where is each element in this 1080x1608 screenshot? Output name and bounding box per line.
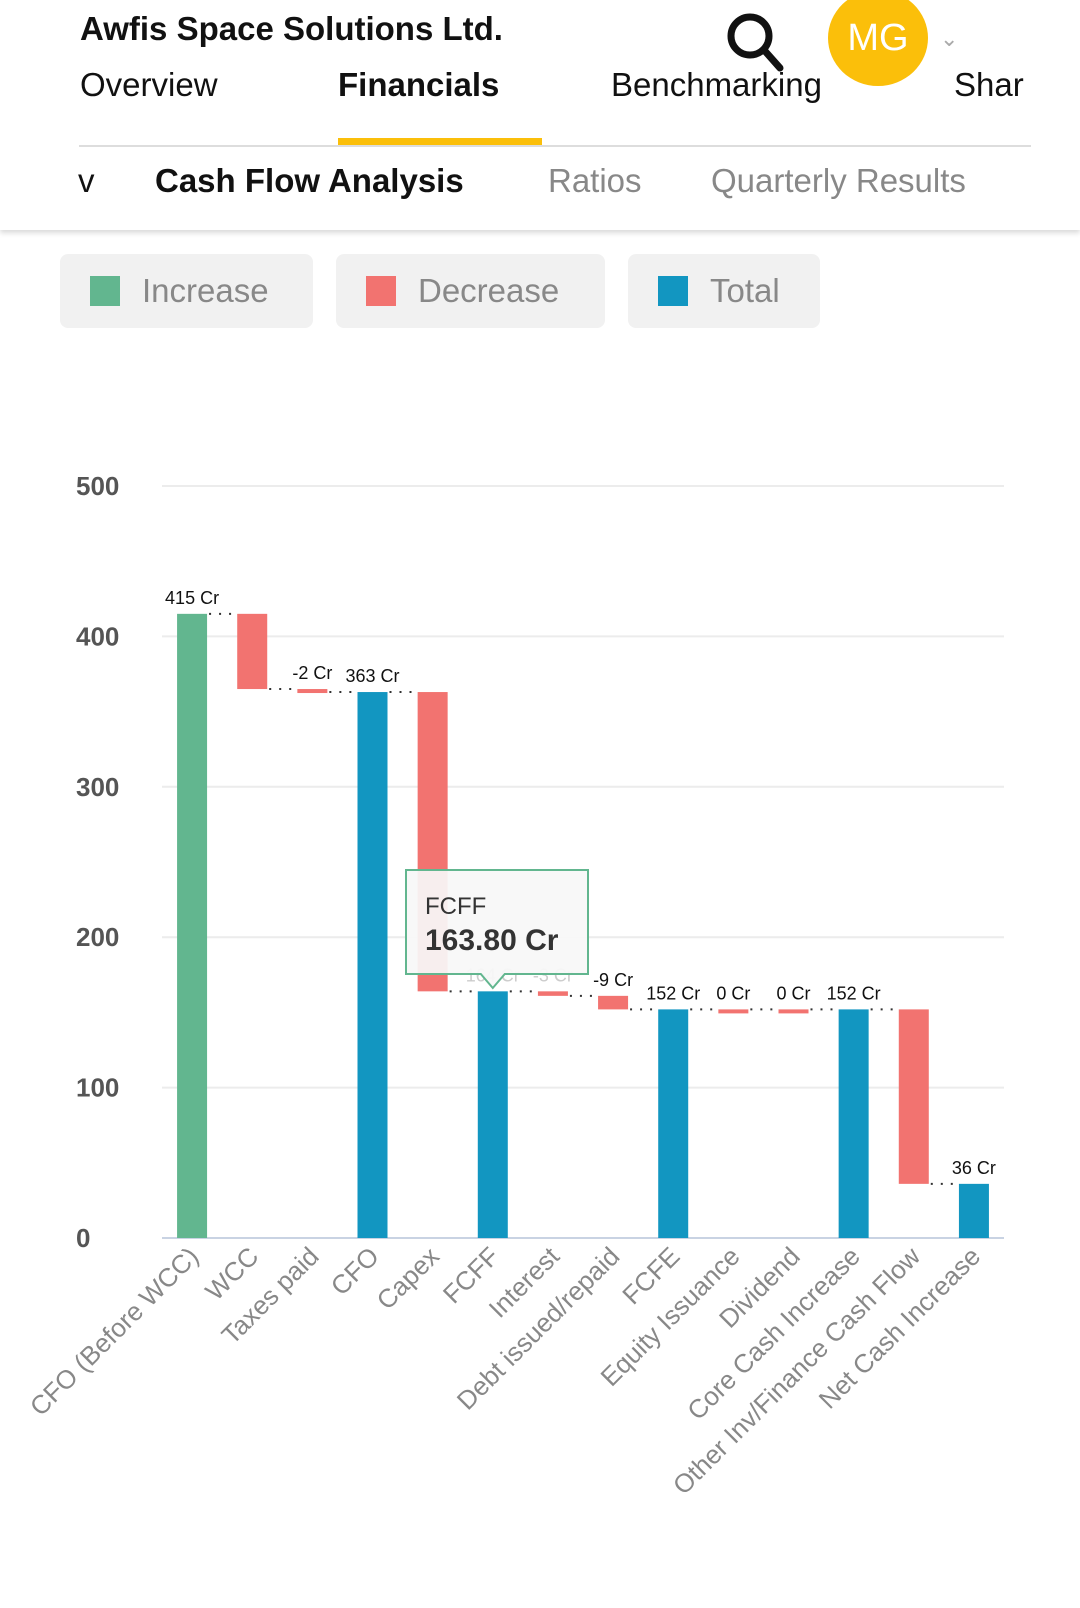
data-label: 152 Cr <box>827 983 881 1003</box>
bar-decrease <box>297 689 328 694</box>
chevron-down-icon[interactable]: ⌄ <box>940 26 959 51</box>
tab-benchmarking[interactable]: Benchmarking <box>611 66 822 103</box>
tooltip-value: 163.80 Cr <box>425 924 559 957</box>
subtab-quarterly-results[interactable]: Quarterly Results <box>711 162 966 199</box>
bar-total <box>658 1009 689 1238</box>
tab-financials[interactable]: Financials <box>338 66 500 103</box>
bar-increase <box>177 613 208 1238</box>
data-label: 0 Cr <box>716 983 750 1003</box>
tab-overview[interactable]: Overview <box>80 66 218 103</box>
bar-total <box>357 692 388 1238</box>
y-tick-label: 200 <box>76 922 119 952</box>
legend-total[interactable]: Total <box>628 254 820 328</box>
x-tick-label: Capex <box>371 1241 445 1315</box>
data-label: 415 Cr <box>165 588 219 608</box>
bar-decrease <box>778 1009 809 1014</box>
decrease-swatch <box>366 276 396 306</box>
bar-decrease <box>598 995 629 1010</box>
legend-label: Total <box>710 272 780 309</box>
y-tick-label: 500 <box>76 471 119 501</box>
search-icon[interactable] <box>724 10 788 74</box>
data-label: 152 Cr <box>646 983 700 1003</box>
bar-total <box>958 1183 989 1238</box>
total-swatch <box>658 276 688 306</box>
data-label: 36 Cr <box>952 1158 996 1178</box>
data-label: 363 Cr <box>345 666 399 686</box>
app-header: Awfis Space Solutions Ltd. Overview Fina… <box>0 0 1080 230</box>
legend-label: Decrease <box>418 272 560 309</box>
data-label: -9 Cr <box>593 970 633 990</box>
subtab-prev[interactable]: v <box>78 162 95 199</box>
data-label: 0 Cr <box>776 983 810 1003</box>
company-name: Awfis Space Solutions Ltd. <box>80 10 503 47</box>
bar-decrease <box>898 1009 929 1184</box>
y-tick-label: 300 <box>76 772 119 802</box>
bar-decrease <box>237 613 268 690</box>
subtab-cash-flow-analysis[interactable]: Cash Flow Analysis <box>155 162 464 199</box>
y-tick-label: 100 <box>76 1073 119 1103</box>
legend-increase[interactable]: Increase <box>60 254 313 328</box>
active-tab-indicator <box>338 138 542 145</box>
tooltip-category: FCFF <box>425 893 486 920</box>
legend-label: Increase <box>142 272 269 309</box>
data-label: -2 Cr <box>292 663 332 683</box>
bar-decrease <box>718 1009 749 1014</box>
subtab-ratios[interactable]: Ratios <box>548 162 642 199</box>
bar-total <box>477 991 508 1238</box>
avatar[interactable]: MG <box>828 0 928 86</box>
bar-decrease <box>537 991 568 996</box>
legend-decrease[interactable]: Decrease <box>336 254 605 328</box>
y-tick-label: 400 <box>76 621 119 651</box>
y-tick-label: 0 <box>76 1223 90 1253</box>
divider <box>79 145 1031 147</box>
tooltip-box <box>405 869 589 990</box>
x-tick-label: CFO (Before WCC) <box>24 1241 205 1422</box>
tab-shareholding[interactable]: Shar <box>954 66 1024 103</box>
increase-swatch <box>90 276 120 306</box>
bar-total <box>838 1009 869 1238</box>
